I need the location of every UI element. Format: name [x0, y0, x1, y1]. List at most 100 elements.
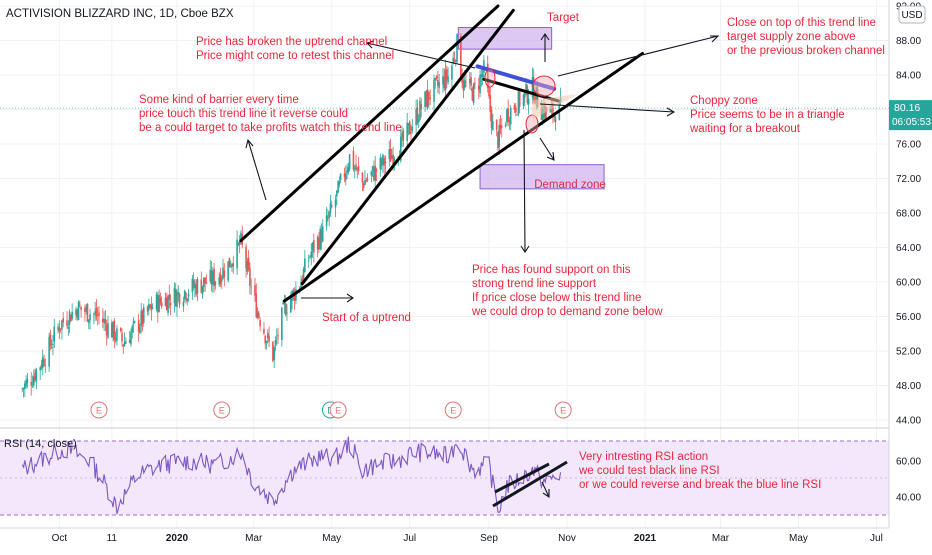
time-tick-label: May	[322, 533, 341, 544]
candle-body	[142, 307, 145, 324]
candle-body	[61, 320, 63, 330]
candle-body	[139, 327, 141, 333]
candle-body	[98, 312, 100, 316]
candle-body	[255, 293, 258, 318]
candle-body	[481, 73, 484, 78]
candle-body	[71, 311, 73, 320]
svg-text:be a could target to take prof: be a could target to take profits watch …	[139, 122, 402, 134]
candle-body	[121, 332, 123, 342]
candle-body	[177, 292, 180, 295]
time-axis[interactable]	[0, 528, 932, 550]
target-note: Target	[547, 12, 580, 24]
candle-body	[499, 124, 502, 129]
candle-body	[246, 261, 249, 272]
candle-body	[174, 289, 177, 307]
rsi-trendline-upper[interactable]	[494, 462, 550, 494]
candle-body	[70, 314, 72, 322]
close-on-top-arrow	[557, 35, 720, 77]
time-tick-label: 2020	[166, 533, 189, 544]
earnings-marker[interactable]	[213, 401, 231, 419]
black-trend-line[interactable]	[482, 77, 560, 103]
time-tick-label: Mar	[712, 533, 730, 544]
candle-body	[497, 131, 499, 149]
events-layer[interactable]: EEDEEE	[90, 401, 572, 419]
candle-body	[191, 278, 194, 293]
candle-body	[437, 79, 439, 86]
candle-body	[411, 126, 414, 131]
candle-body	[158, 294, 160, 312]
candle-body	[240, 232, 242, 243]
earnings-marker[interactable]	[329, 401, 347, 419]
price-tick-label: 68.00	[896, 209, 921, 220]
svg-text:Very intresting RSI action: Very intresting RSI action	[579, 451, 708, 463]
candle-body	[348, 154, 351, 170]
candle-body	[399, 136, 402, 161]
candle-body	[506, 109, 508, 123]
svg-text:Close on top of this trend lin: Close on top of this trend line	[727, 17, 876, 29]
black-trend-line[interactable]	[300, 8, 515, 286]
rsi-line[interactable]	[21, 436, 562, 514]
event-marker-label: E	[560, 406, 566, 416]
candle-body	[245, 246, 247, 269]
candle-body	[25, 380, 27, 387]
candle-body	[477, 85, 480, 90]
black-trend-line[interactable]	[239, 4, 500, 243]
earnings-marker[interactable]	[554, 401, 572, 419]
candle-body	[34, 373, 36, 380]
black-trend-line[interactable]	[282, 51, 644, 303]
svg-text:we could test black line RSI: we could test black line RSI	[578, 465, 720, 477]
candle-body	[21, 388, 24, 390]
candle-body	[498, 125, 501, 148]
svg-text:Some kind of barrier every tim: Some kind of barrier every time	[139, 94, 299, 106]
rsi-legend[interactable]: RSI (14, close)	[4, 438, 77, 450]
candle-body	[524, 90, 526, 98]
price-tick-label: 64.00	[896, 243, 921, 254]
candle-body	[268, 335, 270, 342]
candle-body	[146, 306, 149, 312]
candle-body	[463, 80, 466, 89]
rsi-trendline-lower[interactable]	[492, 460, 568, 508]
earnings-marker[interactable]	[444, 401, 462, 419]
candle-body	[219, 274, 222, 285]
price-axis[interactable]	[889, 0, 932, 528]
candle-body	[531, 77, 534, 98]
time-tick-label: Oct	[52, 533, 68, 544]
time-axis-ticks: Oct 11 2020 Mar May Jul Sep Nov 2021 Mar May Jul	[52, 533, 883, 544]
candle-body	[509, 107, 512, 125]
candle-body	[293, 291, 296, 301]
candle-body	[22, 388, 25, 390]
candle-body	[415, 109, 417, 126]
time-tick-label: Nov	[558, 533, 576, 544]
currency-badge[interactable]	[898, 5, 926, 24]
candle-body	[247, 257, 250, 270]
candle-body	[103, 318, 105, 323]
price-tick-label: 52.00	[896, 347, 921, 358]
zone-box[interactable]	[479, 164, 605, 190]
candle-body	[508, 119, 511, 122]
candle-body	[472, 83, 475, 104]
candle-body	[275, 337, 278, 339]
candle-body	[337, 181, 339, 193]
blue-trend-line[interactable]	[475, 64, 557, 91]
candle-body	[344, 173, 347, 181]
earnings-marker[interactable]	[90, 401, 108, 419]
candle-body	[419, 100, 421, 120]
candle-body	[107, 323, 109, 338]
trend-lines-layer[interactable]	[239, 4, 644, 303]
last-price-value: 80.16	[894, 102, 920, 114]
candle-body	[488, 87, 490, 97]
candle-body	[490, 109, 493, 129]
zone-box[interactable]	[457, 27, 553, 50]
symbol-title[interactable]: ACTIVISION BLIZZARD INC, 1D, Cboe BZX	[6, 8, 234, 20]
candle-body	[357, 166, 360, 172]
time-tick-label: May	[789, 533, 808, 544]
time-tick-label: Jul	[870, 533, 883, 544]
candle-body	[164, 297, 167, 306]
candle-body	[256, 311, 259, 318]
candle-body	[424, 91, 426, 108]
rsi-down-arrow	[541, 481, 550, 499]
svg-text:or the previous broken channel: or the previous broken channel	[727, 45, 885, 57]
candle-body	[379, 157, 382, 170]
